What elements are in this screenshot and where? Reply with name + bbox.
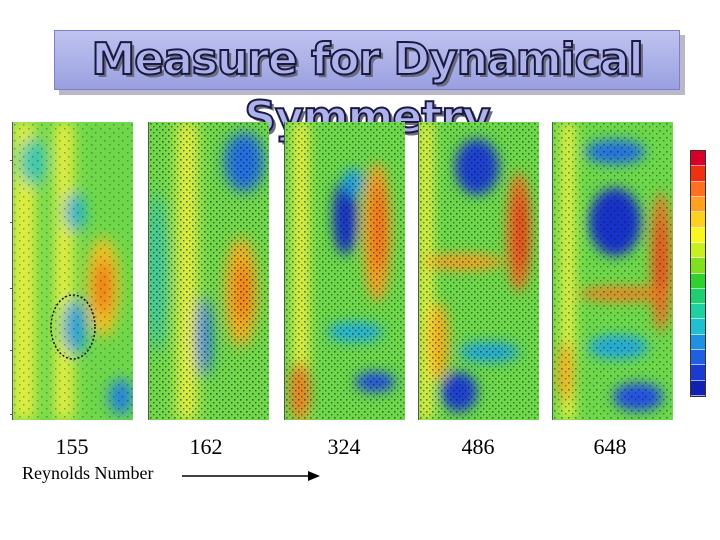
color-scale-segment — [691, 212, 705, 228]
color-scale-segment — [691, 151, 705, 167]
color-scale-segment — [691, 227, 705, 243]
axis-tick — [10, 222, 13, 223]
color-scale-segment — [691, 166, 705, 182]
axis-label: Reynolds Number — [22, 463, 154, 483]
color-scale-segment — [691, 334, 705, 351]
flow-panel-re155 — [12, 122, 133, 420]
flow-panel-re648 — [552, 122, 673, 420]
re-label-155: 155 — [55, 434, 89, 459]
slide-title: Measure for Dynamical Symmetry — [90, 33, 644, 144]
re-label-162: 162 — [189, 434, 223, 459]
re-label-486: 486 — [461, 434, 495, 459]
color-scale-segment — [691, 242, 705, 259]
color-scale-segment — [691, 319, 705, 335]
re-label-324: 324 — [327, 434, 361, 459]
axis-tick — [10, 350, 13, 351]
axis-tick — [10, 160, 13, 161]
color-scale-segment — [691, 365, 705, 381]
color-scale-segment — [691, 181, 705, 197]
axis-tick — [10, 414, 13, 415]
title-banner: Measure for Dynamical Symmetry — [54, 30, 680, 144]
color-scale-segment — [691, 380, 705, 396]
color-scale-segment — [691, 350, 705, 366]
re-label-648: 648 — [593, 434, 627, 459]
color-scale-segment — [691, 304, 705, 320]
color-scale-segment — [691, 288, 705, 305]
flow-panel-re162 — [148, 122, 269, 420]
flow-panel-re486 — [418, 122, 539, 420]
arrow-right-icon — [182, 471, 320, 481]
color-scale-segment — [691, 273, 705, 289]
flow-panel-re324 — [284, 122, 405, 420]
color-scale-bar — [690, 150, 706, 397]
color-scale-segment — [691, 196, 705, 213]
axis-tick — [10, 288, 13, 289]
color-scale-segment — [691, 258, 705, 274]
